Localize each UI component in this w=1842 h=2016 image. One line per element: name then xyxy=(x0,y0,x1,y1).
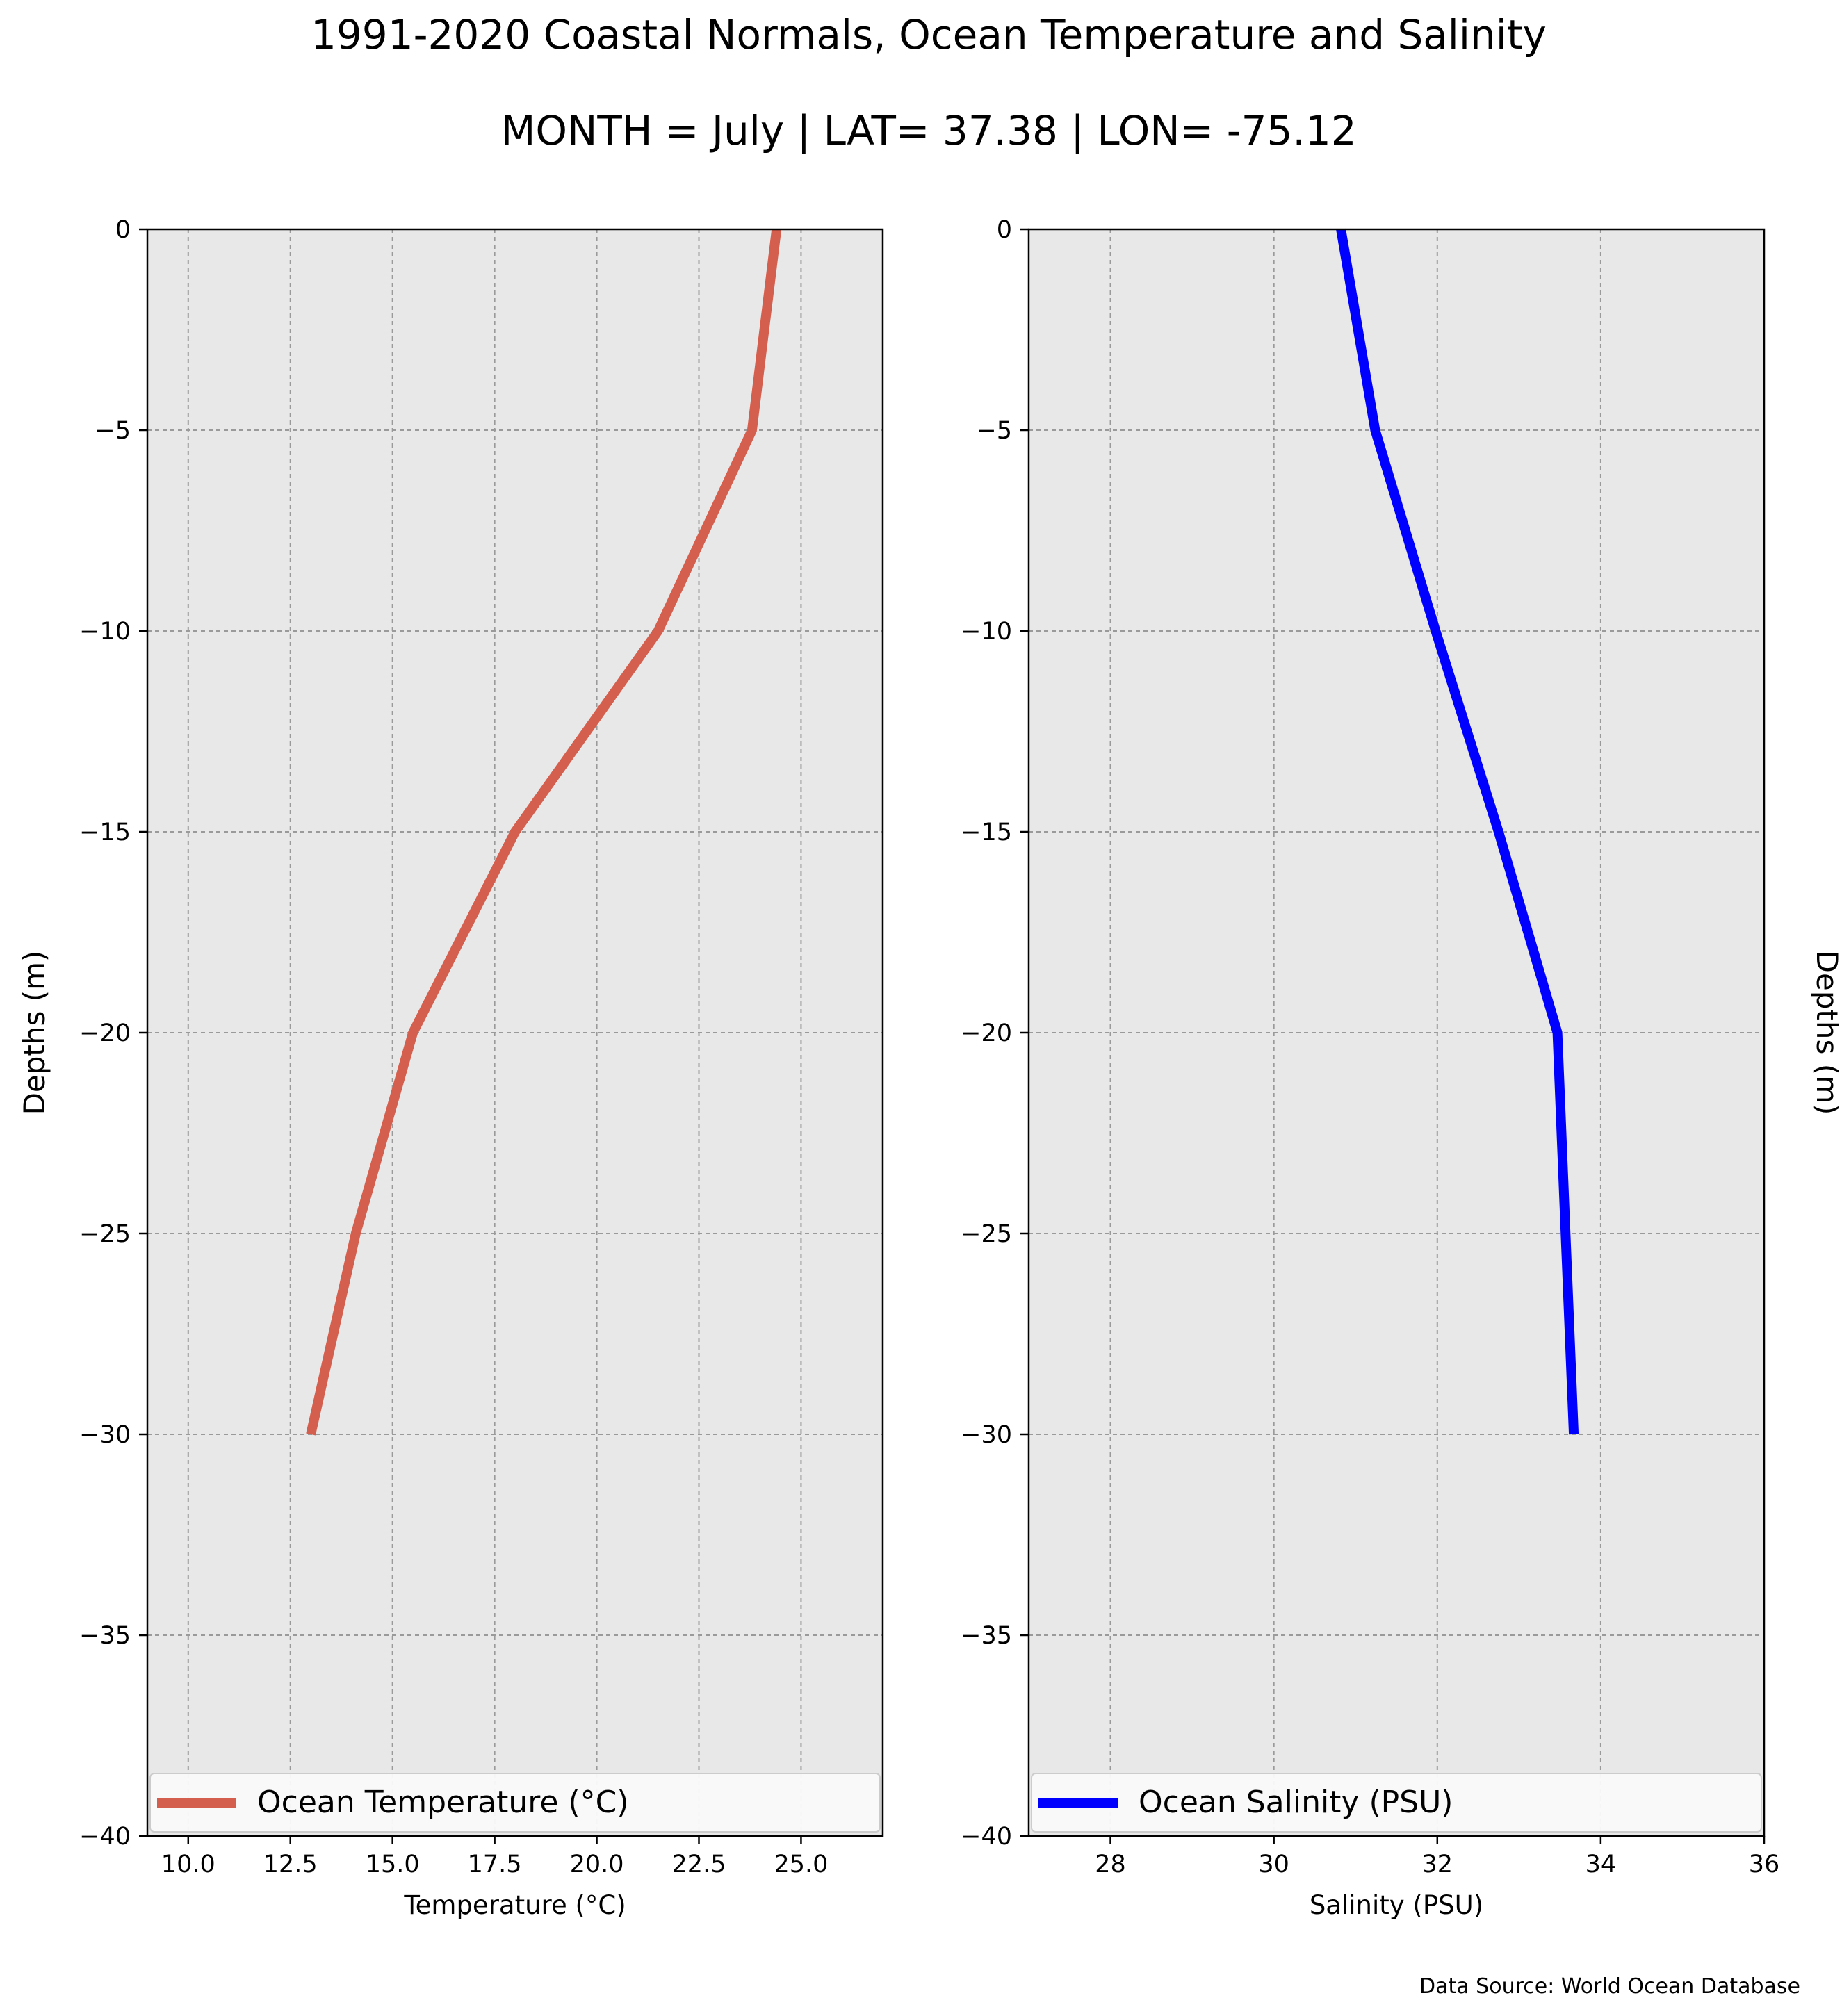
temperature-y-tick-label: −25 xyxy=(79,1220,131,1248)
temperature-panel: 10.0 12.5 15.0 17.5 20.0 22.5 25.0 0 −5 −10 −15 −20… xyxy=(17,216,884,1920)
salinity-panel: 28 30 32 34 36 0 −5 −10 −15 −20 −25 −30 −35 −40 Salini… xyxy=(961,216,1842,1920)
salinity-x-tick-label: 32 xyxy=(1422,1851,1453,1878)
salinity-y-tick-label: −5 xyxy=(976,417,1012,445)
temperature-y-tick-label: −15 xyxy=(79,819,131,846)
salinity-x-tick-label: 34 xyxy=(1586,1851,1617,1878)
salinity-y-axis-label: Depths (m) xyxy=(1810,951,1842,1115)
salinity-y-tick-label: 0 xyxy=(997,216,1012,244)
temperature-x-axis-label: Temperature (°C) xyxy=(403,1890,626,1920)
chart-subtitle: MONTH = July | LAT= 37.38 | LON= -75.12 xyxy=(500,107,1356,154)
salinity-legend: Ocean Salinity (PSU) xyxy=(1031,1773,1762,1833)
salinity-y-tick-label: −35 xyxy=(961,1622,1012,1650)
temperature-x-tick-label: 22.5 xyxy=(672,1851,726,1878)
temperature-x-tick-label: 12.5 xyxy=(263,1851,318,1878)
salinity-legend-label: Ocean Salinity (PSU) xyxy=(1139,1785,1453,1820)
salinity-y-tick-label: −10 xyxy=(961,618,1012,646)
temperature-x-tick-label: 20.0 xyxy=(570,1851,624,1878)
salinity-x-tick-label: 30 xyxy=(1258,1851,1289,1878)
temperature-y-tick-label: −10 xyxy=(79,618,131,646)
temperature-y-axis-label: Depths (m) xyxy=(17,951,51,1115)
salinity-x-tick-label: 36 xyxy=(1749,1851,1780,1878)
temperature-legend: Ocean Temperature (°C) xyxy=(149,1773,881,1833)
temperature-x-tick-label: 10.0 xyxy=(161,1851,215,1878)
temperature-x-tick-label: 17.5 xyxy=(468,1851,522,1878)
salinity-x-axis-label: Salinity (PSU) xyxy=(1310,1890,1483,1920)
salinity-y-tick-label: −40 xyxy=(961,1823,1012,1851)
salinity-y-tick-label: −20 xyxy=(961,1019,1012,1047)
temperature-legend-label: Ocean Temperature (°C) xyxy=(257,1785,629,1820)
temperature-y-tick-label: −20 xyxy=(79,1019,131,1047)
salinity-y-tick-label: −30 xyxy=(961,1421,1012,1449)
temperature-y-tick-label: 0 xyxy=(115,216,131,244)
salinity-series-line xyxy=(1336,228,1579,1435)
salinity-y-tick-label: −25 xyxy=(961,1220,1012,1248)
temperature-y-tick-label: −40 xyxy=(79,1823,131,1851)
temperature-y-tick-label: −30 xyxy=(79,1421,131,1449)
temperature-series-line xyxy=(306,229,782,1436)
data-source-note: Data Source: World Ocean Database xyxy=(1419,1974,1800,1999)
temperature-y-tick-label: −5 xyxy=(95,417,131,445)
salinity-legend-box xyxy=(1031,1773,1762,1833)
salinity-y-tick-label: −15 xyxy=(961,819,1012,846)
temperature-x-tick-label: 25.0 xyxy=(774,1851,828,1878)
temperature-legend-box xyxy=(149,1773,881,1833)
temperature-x-tick-label: 15.0 xyxy=(366,1851,420,1878)
temperature-y-tick-label: −35 xyxy=(79,1622,131,1650)
chart-title: 1991-2020 Coastal Normals, Ocean Tempera… xyxy=(311,11,1547,58)
salinity-x-tick-label: 28 xyxy=(1095,1851,1126,1878)
